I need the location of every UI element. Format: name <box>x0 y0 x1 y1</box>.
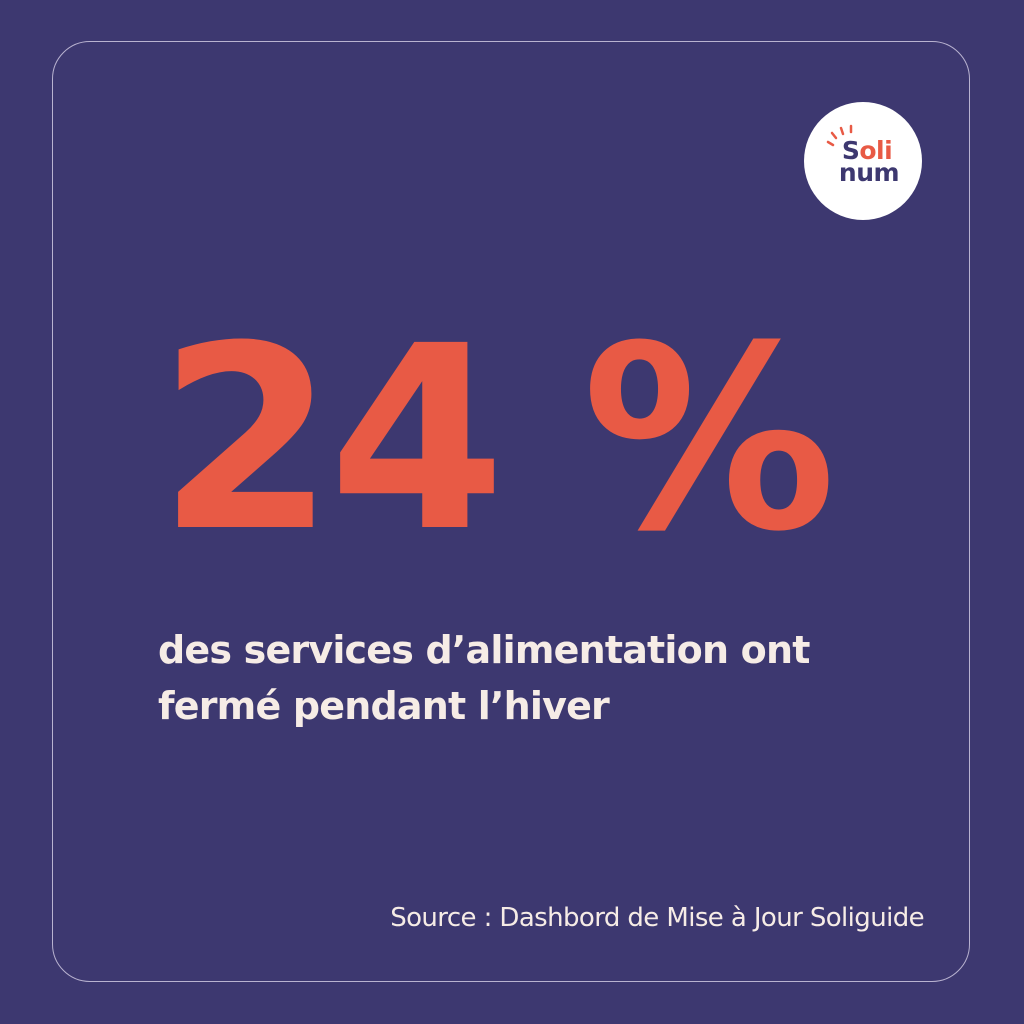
sun-rays-icon <box>826 124 853 147</box>
source-credit: Source : Dashbord de Mise à Jour Soligui… <box>390 903 924 933</box>
caption-line-1: des services d’alimentation ont <box>158 628 810 672</box>
logo-text-num: num <box>838 158 900 187</box>
caption-line-2: fermé pendant l’hiver <box>158 684 610 728</box>
logo-text-soli: Soli <box>841 136 893 165</box>
stat-caption: des services d’alimentation ont fermé pe… <box>158 622 858 734</box>
solinum-logo: Soli num <box>804 102 922 220</box>
stat-percentage: 24 % <box>158 291 836 587</box>
card-frame <box>52 41 970 982</box>
